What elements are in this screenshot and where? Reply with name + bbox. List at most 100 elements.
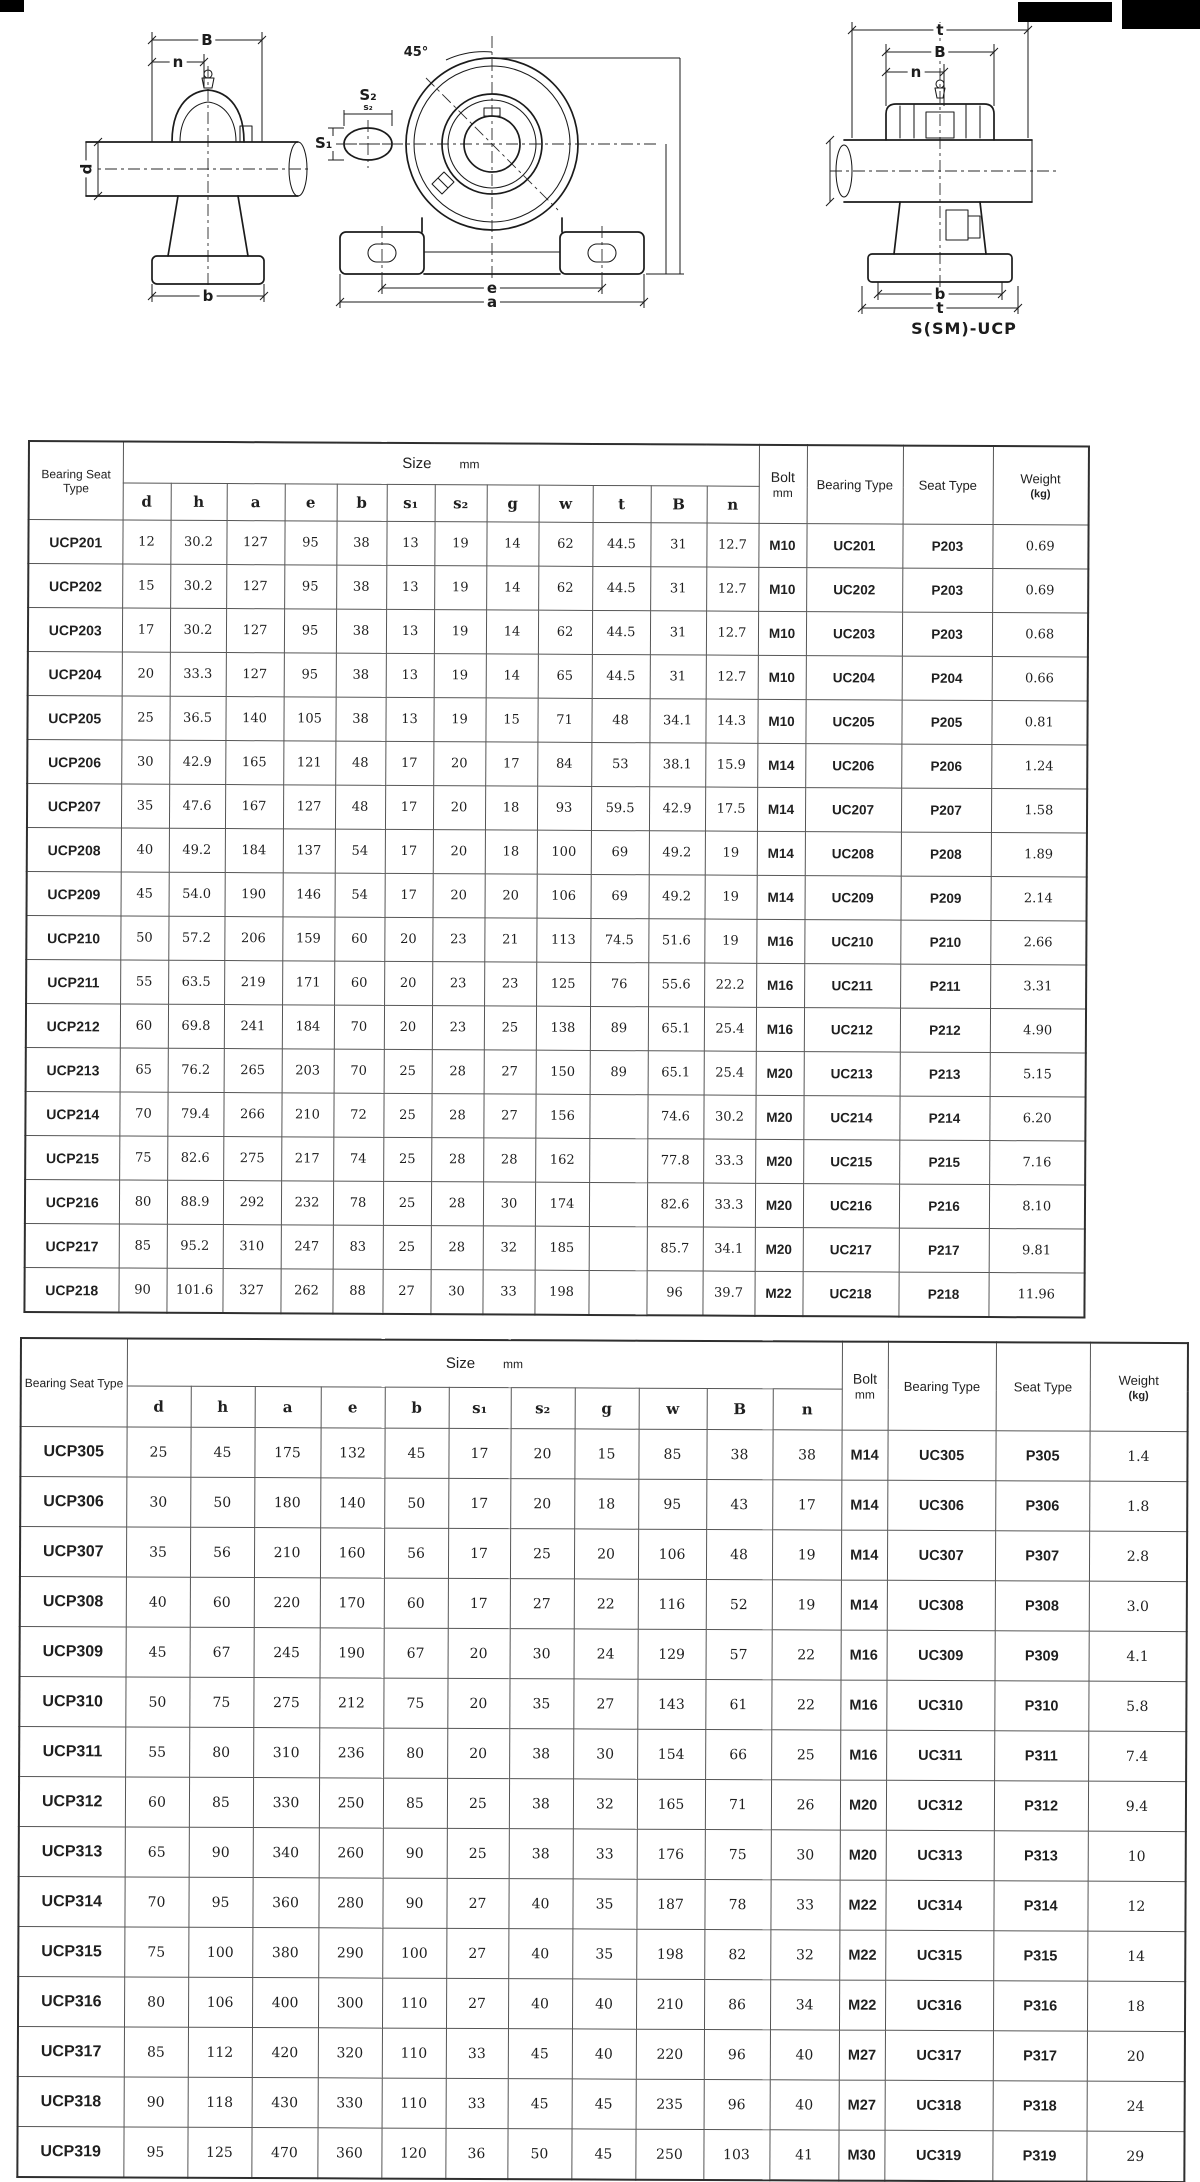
- size-value-cell: 340: [252, 1827, 319, 1878]
- bearing-type-cell: UC317: [884, 2030, 994, 2081]
- size-value-cell: 17: [447, 1528, 511, 1579]
- seat-type-cell: P310: [994, 1680, 1089, 1732]
- size-value-cell: 32: [572, 1778, 638, 1830]
- table-row: UCP308 40 60 220 170 60 17 27 22 116 52 19 M14 UC308 P…: [19, 1576, 1188, 1632]
- size-value-cell: 35: [509, 1678, 574, 1729]
- dimension-label-s1: S₁: [312, 136, 336, 151]
- table-row: UCP307 35 56 210 160 56 17 25 20 106 48 19 M14 UC307 P…: [19, 1526, 1188, 1582]
- bolt-unit-label: mm: [772, 486, 793, 501]
- size-value-cell: 212: [319, 1677, 384, 1729]
- size-value-cell: 220: [635, 2029, 704, 2080]
- size-value-cell: 17: [384, 829, 433, 874]
- table-row: UCP317 85 112 420 320 110 33 45 40 220 96 40 M27 UC31…: [17, 2026, 1186, 2082]
- bolt-cell: M10: [757, 611, 807, 656]
- size-value-cell: 21: [484, 917, 537, 963]
- size-value-cell: 330: [252, 1777, 320, 1828]
- size-value-cell: 26: [770, 1779, 841, 1831]
- size-value-cell: 34.1: [702, 1227, 755, 1272]
- size-value-cell: 25: [509, 1528, 575, 1579]
- size-value-cell: 32: [482, 1225, 535, 1271]
- size-value-cell: 18: [484, 785, 538, 831]
- size-value-cell: 33.3: [702, 1183, 756, 1228]
- size-value-cell: 12.7: [706, 523, 759, 568]
- size-value-cell: 40: [571, 2028, 636, 2080]
- bolt-cell: M14: [840, 1580, 888, 1631]
- size-value-cell: 275: [223, 1136, 282, 1181]
- size-value-cell: 27: [483, 1049, 536, 1095]
- size-value-cell: 12.7: [705, 611, 759, 656]
- size-value-cell: 184: [281, 1004, 335, 1050]
- size-value-cell: 292: [222, 1180, 282, 1225]
- table-row: UCP204 20 33.3 127 95 38 13 19 14 65 44.5 31 12.7 M10…: [27, 651, 1088, 702]
- bearing-type-cell: UC212: [803, 1007, 901, 1053]
- size-value-cell: 187: [636, 1879, 705, 1930]
- size-value-cell: 18: [574, 1478, 639, 1530]
- size-value-cell: 36.5: [169, 696, 226, 741]
- bolt-cell: M10: [757, 699, 806, 744]
- size-value-cell: 90: [123, 2076, 188, 2128]
- size-value-cell: 22: [771, 1679, 841, 1731]
- bearing-type-cell: UC209: [804, 875, 901, 921]
- size-value-cell: 43: [706, 1479, 773, 1530]
- size-col-header: a: [254, 1386, 321, 1428]
- bearing-seat-type-cell: UCP216: [24, 1179, 120, 1224]
- bolt-cell: M20: [754, 1227, 803, 1272]
- size-value-cell: 50: [507, 2128, 572, 2180]
- seat-type-cell: P215: [899, 1140, 990, 1185]
- size-value-cell: 39.7: [702, 1271, 755, 1316]
- front-view-svg: [322, 36, 684, 310]
- dimension-label-n: n: [907, 65, 925, 80]
- bearing-type-cell: UC213: [803, 1051, 900, 1097]
- size-value-cell: 95: [284, 564, 337, 610]
- size-value-cell: 17: [772, 1479, 842, 1531]
- size-value-cell: 30: [509, 1628, 574, 1679]
- size-value-cell: 110: [381, 1978, 447, 2029]
- dimension-label-B: B: [198, 33, 216, 48]
- size-value-cell: 25: [446, 1778, 510, 1829]
- size-value-cell: 75: [383, 1678, 448, 1729]
- col-header-seat-type: Seat Type: [995, 1342, 1091, 1432]
- table-row: UCP203 17 30.2 127 95 38 13 19 14 62 44.5 31 12.7 M10…: [27, 607, 1089, 658]
- seat-type-cell: P210: [900, 920, 991, 965]
- size-value-cell: 35: [572, 1928, 637, 1980]
- size-value-cell: 85: [118, 1223, 167, 1269]
- size-value-cell: 75: [189, 1677, 254, 1728]
- size-value-cell: 143: [637, 1679, 706, 1730]
- col-header-bolt: Bolt mm: [758, 444, 807, 524]
- size-value-cell: 28: [431, 1093, 484, 1138]
- bearing-seat-type-cell: UCP316: [17, 1976, 125, 2027]
- size-col-header: s₂: [434, 484, 487, 522]
- table-row: UCP205 25 36.5 140 105 38 13 19 15 71 48 34.1 14.3 M1…: [27, 695, 1088, 746]
- size-value-cell: 17: [447, 1578, 510, 1629]
- seat-type-cell: P318: [992, 2080, 1087, 2132]
- size-value-cell: 27: [509, 1578, 574, 1629]
- size-value-cell: 25: [126, 1426, 191, 1478]
- col-header-seat-type: Seat Type: [902, 445, 993, 525]
- size-value-cell: 56: [189, 1527, 255, 1578]
- size-value-cell: 105: [283, 696, 336, 742]
- size-value-cell: 140: [320, 1477, 385, 1529]
- bolt-cell: M16: [840, 1730, 887, 1781]
- bearing-type-cell: UC305: [887, 1430, 996, 1481]
- size-value-cell: 260: [318, 1827, 383, 1879]
- size-value-cell: 40: [769, 2079, 839, 2131]
- table-row: UCP210 50 57.2 206 159 60 20 23 21 113 74.5 51.6 19 M…: [26, 915, 1087, 966]
- size-value-cell: 30.2: [703, 1095, 756, 1140]
- size-value-cell: 262: [280, 1268, 333, 1314]
- size-value-cell: 95: [283, 652, 336, 698]
- size-value-cell: 38: [335, 697, 386, 742]
- size-value-cell: 127: [225, 608, 285, 653]
- size-value-cell: 30: [573, 1728, 638, 1780]
- size-value-cell: 90: [188, 1827, 253, 1878]
- size-value-cell: 85: [123, 2026, 188, 2078]
- size-value-cell: 165: [636, 1779, 706, 1830]
- size-value-cell: 54: [334, 873, 385, 918]
- size-value-cell: 55.6: [648, 962, 705, 1008]
- size-value-cell: 35: [125, 1526, 191, 1578]
- size-value-cell: 30.2: [170, 564, 227, 609]
- size-value-cell: 74: [333, 1137, 384, 1182]
- size-value-cell: 25: [383, 1137, 432, 1182]
- size-value-cell: 20: [384, 917, 433, 962]
- size-value-cell: 70: [119, 1091, 168, 1137]
- weight-cell: 2.66: [990, 920, 1087, 966]
